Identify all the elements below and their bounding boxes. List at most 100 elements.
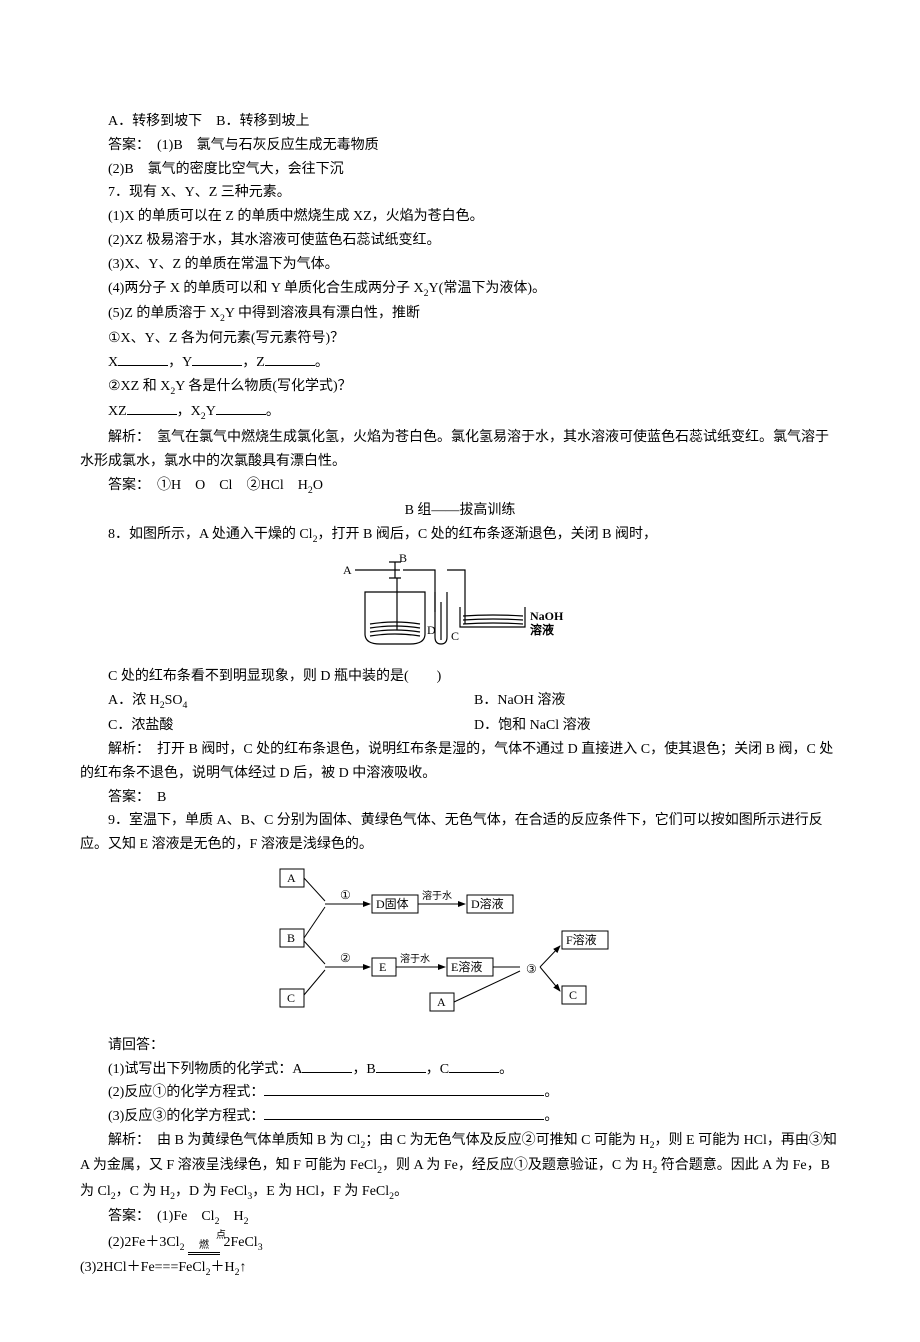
svg-text:C: C [287,991,295,1005]
q9-expl-b: ；由 C 为无色气体及反应②可推知 C 可能为 H [365,1133,649,1148]
svg-text:溶于水: 溶于水 [400,952,430,965]
svg-text:B: B [287,931,295,945]
q8-answer: 答案： B [80,786,840,810]
q7-2: (2)XZ 极易溶于水，其水溶液可使蓝色石蕊试纸变红。 [80,229,840,253]
label-x2y-post: Y [206,404,216,419]
svg-text:E溶液: E溶液 [451,959,482,974]
q9-expl-f: ，C 为 H [116,1184,170,1199]
q9-ans1-a: 答案： (1)Fe Cl [108,1209,215,1224]
q7-4a: (4)两分子 X 的单质可以和 Y 单质化合生成两分子 X [108,281,424,296]
condition: 点燃 [188,1231,220,1251]
svg-text:C: C [451,629,459,643]
svg-text:②: ② [340,951,351,965]
q8-optC: C．浓盐酸 [108,714,474,738]
q8-optD: D．饱和 NaCl 溶液 [474,714,840,738]
blank-x [118,352,168,366]
q8-options-row2: C．浓盐酸 D．饱和 NaCl 溶液 [80,714,840,738]
svg-text:A: A [437,995,446,1009]
q9-2: (2)反应①的化学方程式：。 [80,1081,840,1105]
q7-5: (5)Z 的单质溶于 X2Y 中得到溶液具有漂白性，推断 [80,302,840,327]
q8-options-row1: A．浓 H2SO4 B．NaOH 溶液 [80,689,840,714]
svg-text:C: C [569,988,577,1002]
option-line: A．转移到坡下 B．转移到坡上 [80,110,840,134]
answer-1: 答案： (1)B 氯气与石灰反应生成无毒物质 [80,134,840,158]
q7-q2b: Y 各是什么物质(写化学式)？ [175,379,351,394]
svg-text:F溶液: F溶液 [566,932,597,947]
q7-1: (1)X 的单质可以在 Z 的单质中燃烧生成 XZ，火焰为苍白色。 [80,205,840,229]
svg-text:B: B [399,552,407,565]
apparatus-svg: A B D C NaOH 溶液 [325,552,595,652]
svg-text:③: ③ [526,962,537,976]
q8-optA-b: SO [165,693,183,708]
label-z: ，Z [242,355,265,370]
blank-xz [127,401,177,415]
label-y: ，Y [168,355,192,370]
svg-text:①: ① [340,888,351,902]
q7-blanks1: X ，Y ，Z 。 [80,351,840,375]
sub-2: 2 [244,1216,249,1227]
blank-z [265,352,315,366]
blank-c [449,1059,499,1073]
q7-ans-a: 答案： ①H O Cl ②HCl H [108,478,308,493]
q9-ans3-a: (3)2HCl＋Fe===FeCl [80,1260,206,1275]
q9-3-a: (3)反应③的化学方程式： [108,1109,264,1124]
blank-a [302,1059,352,1073]
q9-ans3-b: ＋H [210,1260,234,1275]
q9-expl-h: ，E 为 HCl，F 为 FeCl [252,1184,389,1199]
q8-explanation: 解析： 打开 B 阀时，C 处的红布条退色，说明红布条是湿的，气体不通过 D 直… [80,738,840,786]
svg-text:溶于水: 溶于水 [422,889,452,902]
sub-4: 4 [183,700,188,711]
answer-1b: (2)B 氯气的密度比空气大，会往下沉 [80,158,840,182]
q9-ans1-b: H [219,1209,243,1224]
period: 。 [266,404,280,419]
q9-1-a: (1)试写出下列物质的化学式：A [108,1062,302,1077]
q7-blanks2: XZ，X2Y。 [80,400,840,425]
q9-expl-d: ，则 A 为 Fe，经反应①及题意验证，C 为 H [382,1158,652,1173]
q7-ans-b: O [313,478,323,493]
blank-b [376,1059,426,1073]
q7-q2: ②XZ 和 X2Y 各是什么物质(写化学式)？ [80,375,840,400]
q9-explanation: 解析： 由 B 为黄绿色气体单质知 B 为 Cl2；由 C 为无色气体及反应②可… [80,1129,840,1205]
q9-ans3-c: ↑ [240,1260,247,1275]
q8-c: C 处的红布条看不到明显现象，则 D 瓶中装的是( ) [80,665,840,689]
q8-optA: A．浓 H2SO4 [108,689,474,714]
q9-ans1: 答案： (1)Fe Cl2 H2 [80,1205,840,1230]
q9-ans2-a: (2)2Fe＋3Cl [108,1235,180,1250]
q9-ans2: (2)2Fe＋3Cl2 点燃 2FeCl3 [80,1231,840,1257]
q8-optB: B．NaOH 溶液 [474,689,840,714]
q9-1-b: ，B [352,1062,375,1077]
q8-optA-a: A．浓 H [108,693,160,708]
q9-diagram: A B C ① D固体 溶于水 D溶液 ② [80,861,840,1030]
blank-y [192,352,242,366]
label-xz: XZ [108,404,127,419]
q7-stem: 7．现有 X、Y、Z 三种元素。 [80,181,840,205]
period: 。 [315,355,329,370]
q9-3: (3)反应③的化学方程式： 。 [80,1105,840,1129]
blank-eq3 [264,1106,544,1120]
svg-text:D溶液: D溶液 [471,896,504,911]
q9-1-end: 。 [499,1062,513,1077]
q7-expl-text: 解析： 氢气在氯气中燃烧生成氯化氢，火焰为苍白色。氯化氢易溶于水，其水溶液可使蓝… [80,430,829,469]
q8-a: 8．如图所示，A 处通入干燥的 Cl [108,527,313,542]
q7-3: (3)X、Y、Z 的单质在常温下为气体。 [80,253,840,277]
q7-answer: 答案： ①H O Cl ②HCl H2O [80,474,840,499]
q8-diagram: A B D C NaOH 溶液 [80,552,840,661]
q8-b: ，打开 B 阀后，C 处的红布条逐渐退色，关闭 B 阀时， [317,527,657,542]
sub-2: 2 [180,1242,185,1253]
q9-expl-i: 。 [394,1184,408,1199]
q7-5b: Y 中得到溶液具有漂白性，推断 [225,306,420,321]
q8-stem: 8．如图所示，A 处通入干燥的 Cl2，打开 B 阀后，C 处的红布条逐渐退色，… [80,523,840,548]
q9-3-end: 。 [544,1109,558,1124]
q9-2-end: 。 [544,1085,558,1100]
sub-3: 3 [258,1242,263,1253]
svg-text:A: A [287,871,296,885]
label-x2y-pre: ，X [177,404,201,419]
q7-q2a: ②XZ 和 X [108,379,170,394]
q9-stem: 9．室温下，单质 A、B、C 分别为固体、黄绿色气体、无色气体，在合适的反应条件… [80,809,840,857]
q7-5a: (5)Z 的单质溶于 X [108,306,220,321]
q7-4: (4)两分子 X 的单质可以和 Y 单质化合生成两分子 X2Y(常温下为液体)。 [80,277,840,302]
q9-ans3: (3)2HCl＋Fe===FeCl2＋H2↑ [80,1256,840,1281]
q9-expl-a: 解析： 由 B 为黄绿色气体单质知 B 为 Cl [108,1133,360,1148]
label-x: X [108,355,118,370]
svg-text:溶液: 溶液 [530,622,554,637]
